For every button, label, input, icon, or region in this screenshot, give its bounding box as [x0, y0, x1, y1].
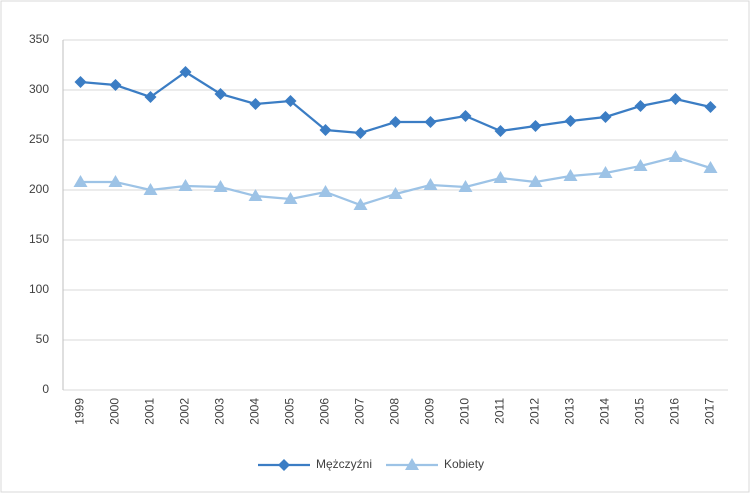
marker — [704, 101, 717, 113]
marker — [528, 175, 543, 187]
x-tick-label: 2001 — [143, 398, 157, 425]
marker — [73, 175, 88, 187]
marker — [353, 198, 368, 210]
marker — [388, 187, 403, 199]
marker — [144, 91, 157, 103]
y-tick-label: 0 — [42, 382, 49, 396]
marker — [143, 183, 158, 195]
y-tick-label: 300 — [29, 82, 49, 96]
marker — [108, 175, 123, 187]
marker — [213, 180, 228, 192]
marker — [278, 459, 290, 471]
marker — [599, 111, 612, 123]
marker — [598, 166, 613, 178]
marker — [703, 161, 718, 173]
y-tick-label: 250 — [29, 132, 49, 146]
x-tick-label: 2002 — [178, 398, 192, 425]
marker — [669, 93, 682, 105]
y-tick-label: 100 — [29, 282, 49, 296]
marker — [318, 185, 333, 197]
x-tick-label: 2013 — [563, 398, 577, 425]
marker — [633, 159, 648, 171]
x-tick-label: 2009 — [423, 398, 437, 425]
marker — [178, 179, 193, 191]
marker — [74, 76, 87, 88]
marker — [494, 125, 507, 137]
x-tick-label: 2012 — [528, 398, 542, 425]
y-tick-label: 150 — [29, 232, 49, 246]
marker — [319, 124, 332, 136]
marker — [284, 95, 297, 107]
x-tick-label: 2005 — [283, 398, 297, 425]
marker — [493, 171, 508, 183]
marker — [668, 150, 683, 162]
marker — [634, 100, 647, 112]
marker — [529, 120, 542, 132]
marker — [563, 169, 578, 181]
marker — [248, 189, 263, 201]
legend-label: Kobiety — [444, 457, 484, 471]
y-tick-label: 50 — [36, 332, 50, 346]
x-tick-label: 1999 — [73, 398, 87, 425]
x-tick-label: 2007 — [353, 398, 367, 425]
y-tick-label: 350 — [29, 32, 49, 46]
x-tick-label: 2003 — [213, 398, 227, 425]
marker — [389, 116, 402, 128]
x-tick-label: 2015 — [633, 398, 647, 425]
legend-label: Mężczyźni — [316, 457, 372, 471]
marker — [214, 88, 227, 100]
marker — [458, 180, 473, 192]
x-tick-label: 2000 — [108, 398, 122, 425]
marker — [459, 110, 472, 122]
x-tick-label: 2004 — [248, 398, 262, 425]
x-tick-label: 2011 — [493, 398, 507, 424]
x-tick-label: 2016 — [668, 398, 682, 425]
marker — [424, 116, 437, 128]
x-tick-label: 2008 — [388, 398, 402, 425]
x-tick-label: 2017 — [703, 398, 717, 425]
x-tick-label: 2006 — [318, 398, 332, 425]
marker — [354, 127, 367, 139]
marker — [423, 178, 438, 190]
marker — [564, 115, 577, 127]
y-tick-label: 200 — [29, 182, 49, 196]
x-tick-label: 2014 — [598, 398, 612, 425]
marker — [283, 192, 298, 204]
marker — [405, 458, 419, 470]
marker — [109, 79, 122, 91]
x-tick-label: 2010 — [458, 398, 472, 425]
marker — [249, 98, 262, 110]
marker — [179, 66, 192, 78]
